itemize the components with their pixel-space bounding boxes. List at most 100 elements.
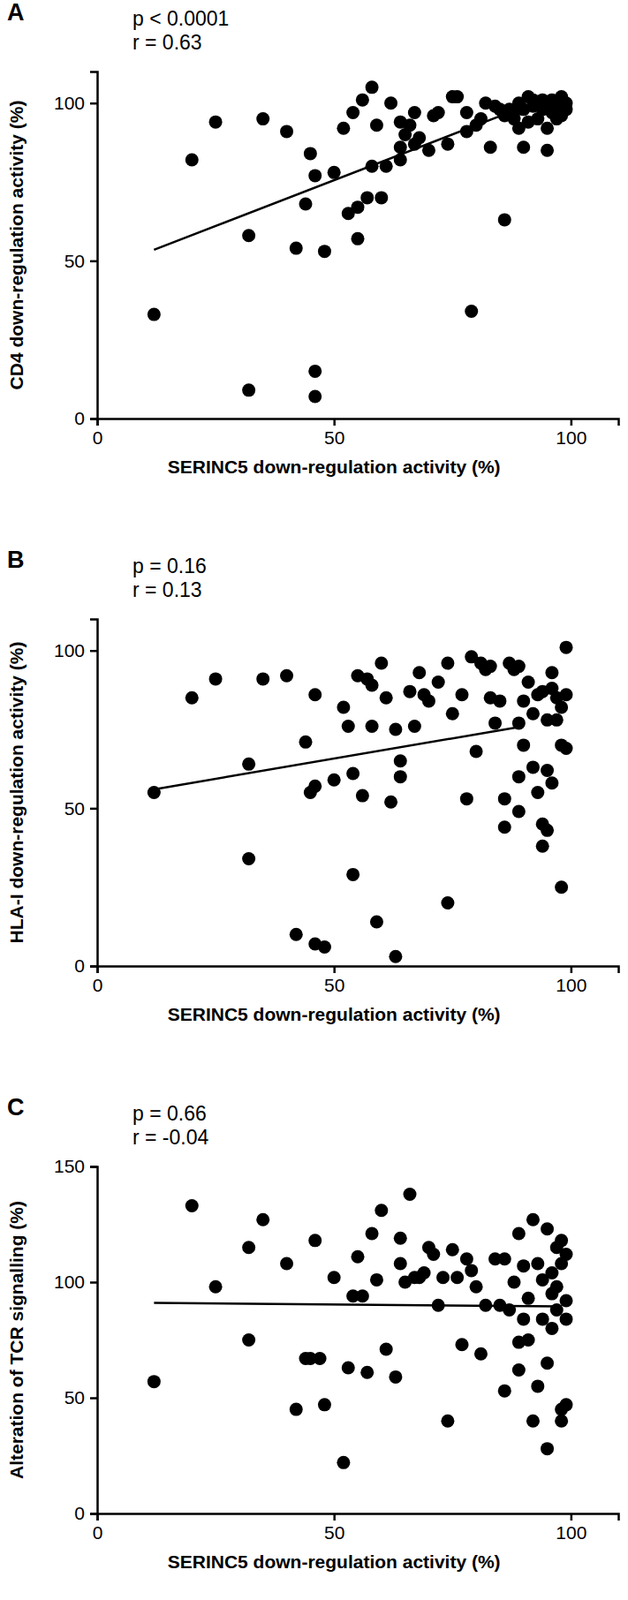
point [379,691,394,705]
point [540,121,554,136]
point [464,304,478,318]
point [455,1338,470,1352]
point [303,146,318,160]
x-axis-label: SERINC5 down-regulation activity (%) [167,456,501,477]
point [355,1289,370,1303]
y-tick-mark [90,1513,98,1516]
y-axis-label: CD4 down-regulation activity (%) [6,100,27,391]
point [341,719,356,734]
point [341,1361,356,1375]
point [388,950,402,964]
point [544,776,559,790]
y-tick-mark [90,102,98,106]
point [370,1273,384,1287]
point [360,190,374,205]
y-axis-label: Alteration of TCR signalling (%) [6,1201,27,1480]
point [516,140,530,154]
point [379,1342,394,1356]
point [279,124,294,138]
point [536,839,550,854]
point [544,1266,559,1280]
point [408,105,422,120]
point [256,1213,270,1227]
point [308,168,322,182]
x-tick-label: 50 [324,975,345,996]
annotation: p < 0.0001 [132,7,229,31]
plot-area [147,80,574,403]
point [279,1257,294,1272]
point [554,701,568,715]
point [498,212,512,227]
y-tick: 50 [64,250,98,272]
point [559,1398,574,1412]
panel-label: A [7,0,25,26]
x-axis-line [98,419,620,427]
point [526,707,540,721]
point [530,1257,545,1272]
point [512,804,526,818]
point [209,1280,223,1294]
point [289,928,303,942]
y-tick-label: 0 [74,955,85,977]
y-axis-line [90,620,99,968]
panel: 050100050100Bp = 0.16r = 0.13SERINC5 dow… [6,546,620,1025]
x-axis-label: SERINC5 down-regulation activity (%) [167,1004,501,1025]
point [544,1287,559,1302]
y-tick-label: 100 [53,92,85,114]
point [351,1250,365,1264]
point [544,1322,559,1336]
point [498,1384,512,1399]
point [308,688,322,702]
point [474,1347,488,1362]
point [256,672,270,686]
x-tick-label: 50 [324,427,345,448]
x-tick-mark [332,418,336,426]
point [559,1248,574,1262]
point [507,1276,522,1290]
x-tick-mark [570,1513,574,1521]
x-tick: 50 [324,966,345,996]
point [313,1352,327,1366]
point [412,665,426,680]
point [360,1366,374,1380]
point [526,1414,540,1429]
point [317,244,332,258]
point [436,1271,450,1285]
point [450,1271,464,1285]
y-tick-mark [90,1281,98,1285]
point [492,694,507,708]
point [446,1243,460,1257]
point [370,118,384,132]
point [242,1333,256,1347]
point [540,1442,554,1456]
point [365,1226,379,1241]
point [522,115,536,129]
point [516,1259,530,1273]
annotation: p = 0.16 [132,554,207,578]
point [526,760,540,774]
y-axis: 0 50 100 [53,72,99,430]
x-tick-label: 50 [324,1522,345,1544]
point [440,896,454,910]
point [554,880,568,894]
point [412,131,426,145]
point [299,197,313,212]
point [327,773,341,787]
point [550,713,564,727]
point [351,232,365,246]
y-tick-label: 50 [64,1387,85,1408]
x-tick: 100 [555,1513,587,1544]
x-tick-mark [570,418,574,426]
x-tick-label: 0 [92,975,104,996]
y-tick: 100 [53,1271,98,1293]
point [469,1280,484,1294]
point [317,1398,332,1412]
y-tick: 0 [74,408,98,429]
point [242,757,256,772]
point [460,105,474,120]
point [185,1199,199,1213]
x-axis: 050100 [92,966,620,996]
point [393,1232,408,1246]
y-tick-mark [90,808,98,811]
point [384,96,398,110]
